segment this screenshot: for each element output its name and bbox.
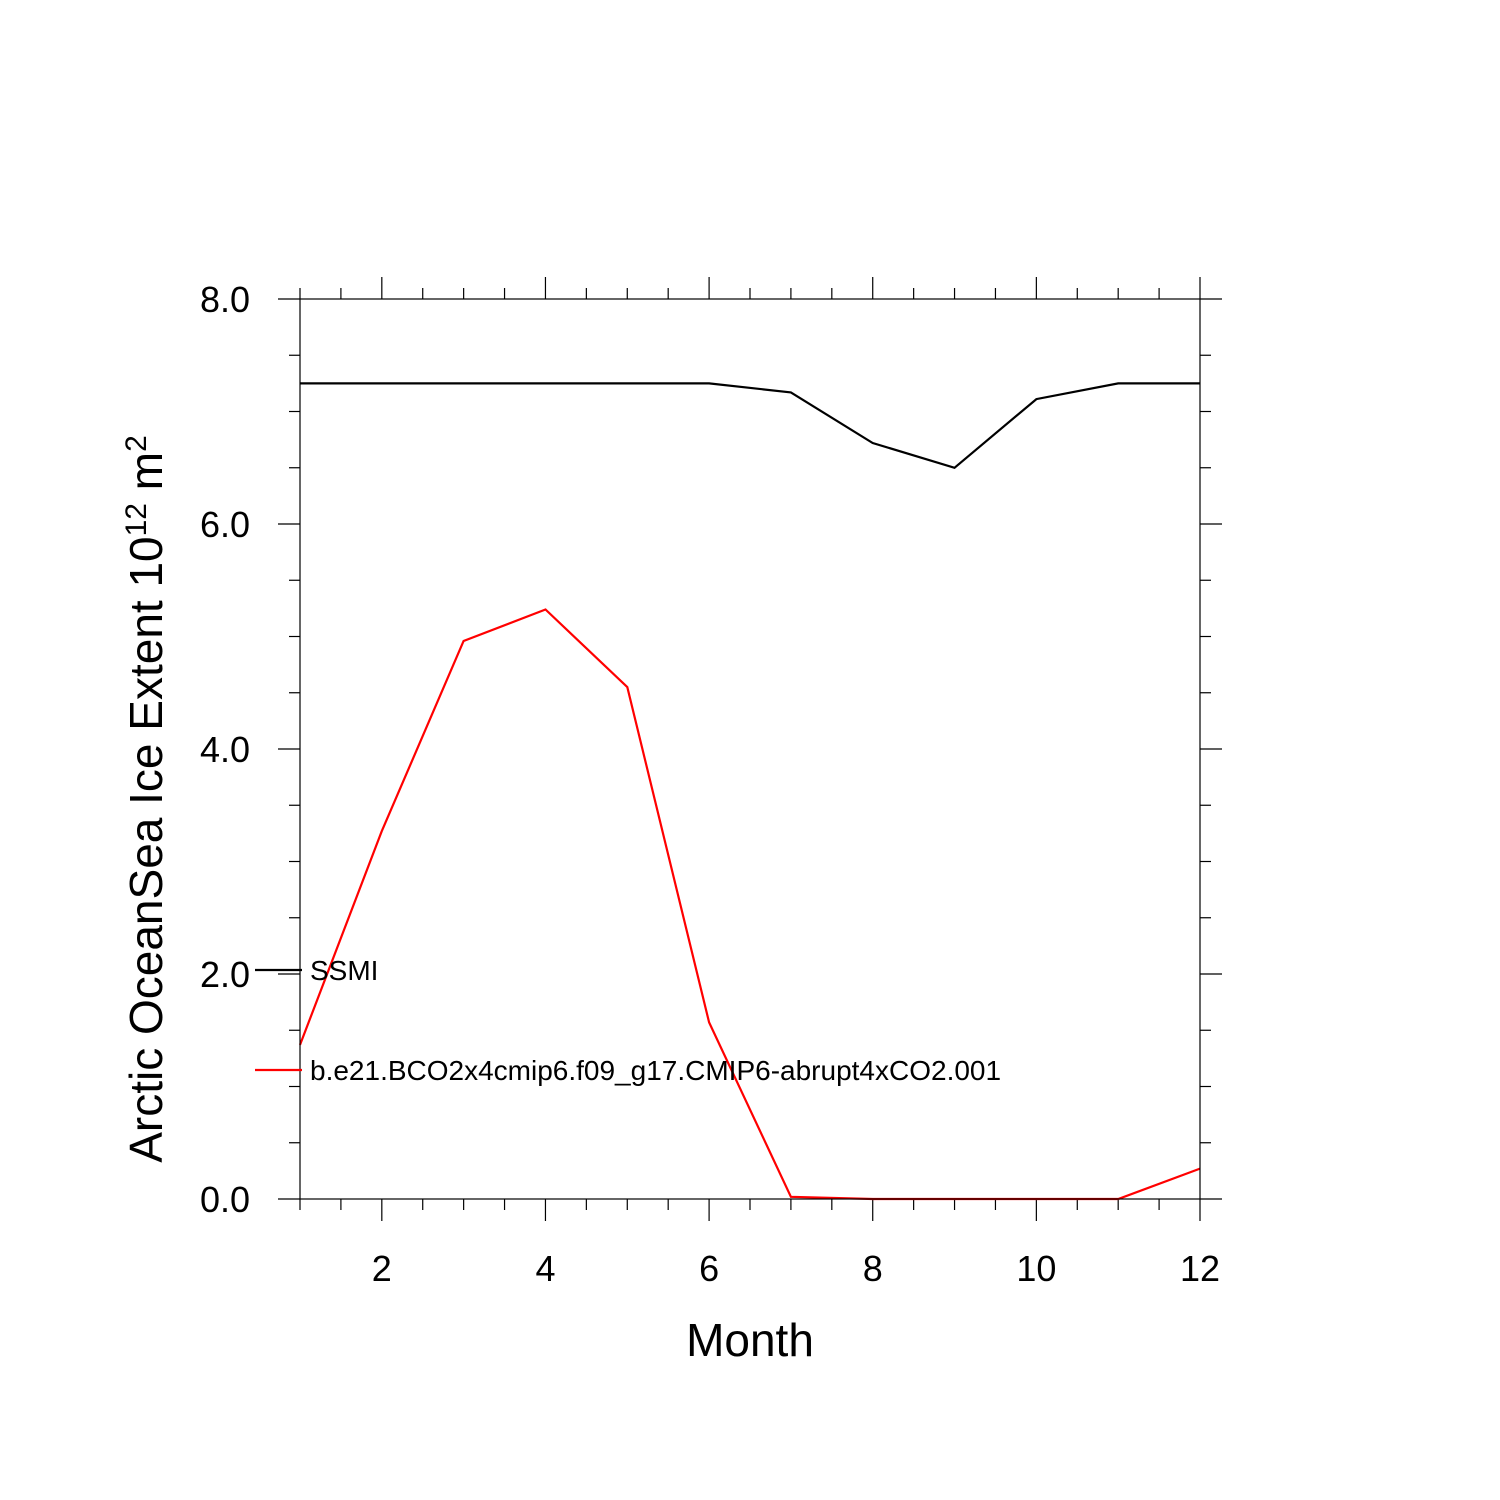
series-line-model bbox=[298, 608, 1201, 1201]
y-tick-label: 4.0 bbox=[200, 729, 250, 770]
y-axis-title-unit: m bbox=[120, 452, 172, 503]
series-line-ssmi bbox=[300, 382, 1200, 470]
x-tick-label: 4 bbox=[535, 1248, 555, 1289]
y-tick-label: 8.0 bbox=[200, 279, 250, 320]
x-axis-title: Month bbox=[686, 1314, 814, 1366]
legend-entry-label: SSMI bbox=[310, 955, 378, 986]
legend: SSMI b.e21.BCO2x4cmip6.f09_g17.CMIP6-abru… bbox=[255, 955, 1001, 1086]
tick-labels: 2 4 6 8 10 12 0.0 2.0 4.0 6.0 8.0 bbox=[200, 279, 1220, 1289]
y-axis-title: Arctic OceanSea Ice Extent 1012 m2 bbox=[120, 435, 172, 1163]
x-tick-label: 12 bbox=[1180, 1248, 1220, 1289]
y-tick-label: 6.0 bbox=[200, 504, 250, 545]
y-axis-title-unit-exponent: 2 bbox=[120, 435, 153, 452]
plot-frame bbox=[299, 298, 1201, 1200]
y-axis-title-exponent: 12 bbox=[120, 503, 153, 536]
x-tick-label: 10 bbox=[1016, 1248, 1056, 1289]
x-tick-label: 2 bbox=[372, 1248, 392, 1289]
x-tick-label: 6 bbox=[699, 1248, 719, 1289]
y-tick-label: 2.0 bbox=[200, 954, 250, 995]
y-tick-label: 0.0 bbox=[200, 1179, 250, 1220]
x-tick-label: 8 bbox=[863, 1248, 883, 1289]
y-axis-title-prefix: Arctic OceanSea Ice Extent 10 bbox=[120, 536, 172, 1162]
axis-ticks bbox=[278, 277, 1222, 1221]
legend-entry-label: b.e21.BCO2x4cmip6.f09_g17.CMIP6-abrupt4x… bbox=[310, 1055, 1001, 1086]
